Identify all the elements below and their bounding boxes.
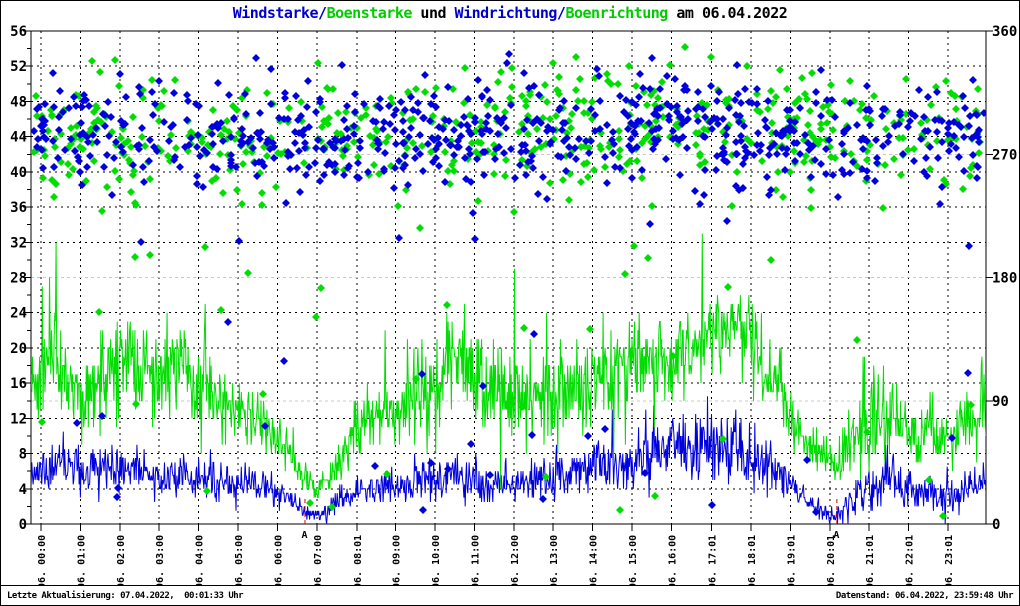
- boenstarke-line: [31, 233, 986, 499]
- y-right-axis-labels: 0 90 180 270 360: [992, 24, 1017, 533]
- boenrichtung-direction-points: [31, 43, 984, 520]
- data-timestamp-text: Datenstand: 06.04.2022, 23:59:48 Uhr: [835, 590, 1014, 601]
- y-left-tick-label: 12: [10, 411, 27, 427]
- y-left-tick-label: 20: [10, 341, 27, 357]
- y-left-tick-label: 48: [10, 94, 27, 110]
- y-left-tick-label: 24: [10, 306, 27, 322]
- y-left-tick-label: 28: [10, 271, 27, 287]
- x-tick-label: 06. 03:00: [155, 535, 166, 587]
- y-left-tick-label: 40: [10, 165, 27, 181]
- y-left-tick-label: 44: [10, 130, 27, 146]
- outage-marker-label: A: [833, 530, 839, 541]
- x-tick-label: 06. 16:00: [667, 535, 678, 587]
- x-tick-label: 06. 21:01: [865, 535, 876, 587]
- x-tick-label: 06. 18:01: [747, 535, 758, 587]
- x-tick-label: 06. 20:01: [826, 535, 837, 587]
- x-tick-label: 06. 23:01: [944, 535, 955, 587]
- wind-chart-plot: 0481216202428323640444852560901802703600…: [10, 24, 1017, 587]
- y-right-tick-label: 360: [992, 24, 1017, 40]
- last-update-text: Letzte Aktualisierung: 07.04.2022, 00:01…: [7, 590, 244, 601]
- y-left-tick-label: 0: [19, 517, 27, 533]
- series-layer: [31, 43, 986, 524]
- x-tick-label: 06. 17:01: [708, 535, 719, 587]
- windstarke-line: [31, 396, 986, 524]
- x-tick-label: 06. 14:00: [589, 535, 600, 587]
- x-tick-label: 06. 00:00: [37, 535, 48, 587]
- title-und-label: und: [411, 4, 455, 22]
- x-tick-label: 06. 12:00: [510, 535, 521, 587]
- y-left-tick-label: 4: [19, 482, 27, 498]
- x-tick-label: 06. 08:01: [353, 535, 364, 587]
- axes: [23, 30, 993, 531]
- x-axis-labels: 06. 00:00 06. 01:00 06. 02:00 06. 03:00 06. …: [37, 535, 955, 587]
- grid-lines: [31, 31, 986, 524]
- footer-bar: Letzte Aktualisierung: 07.04.2022, 00:01…: [1, 585, 1019, 605]
- x-tick-label: 06. 09:00: [392, 535, 403, 587]
- y-right-tick-label: 90: [992, 394, 1009, 410]
- y-right-tick-label: 180: [992, 271, 1017, 287]
- x-tick-label: 06. 02:00: [116, 535, 127, 587]
- x-tick-label: 06. 19:01: [786, 535, 797, 587]
- y-left-tick-label: 56: [10, 24, 27, 40]
- x-tick-label: 06. 01:00: [76, 535, 87, 587]
- x-tick-label: 06. 04:00: [195, 535, 206, 587]
- y-left-tick-label: 16: [10, 376, 27, 392]
- title-boenrichtung-label: Boenrichtung: [565, 4, 668, 22]
- y-left-tick-label: 52: [10, 59, 27, 75]
- title-windstarke-label: Windstarke/: [232, 4, 327, 22]
- chart-title: Windstarke/Boenstarke und Windrichtung/B…: [1, 4, 1019, 22]
- y-left-tick-label: 36: [10, 200, 27, 216]
- y-right-tick-label: 270: [992, 147, 1017, 163]
- title-boenstarke-label: Boenstarke: [326, 4, 413, 22]
- x-tick-label: 06. 05:00: [234, 535, 245, 587]
- x-tick-label: 06. 07:00: [313, 535, 324, 587]
- outage-marker-label: A: [301, 530, 307, 541]
- title-date-label: am 06.04.2022: [667, 4, 788, 22]
- x-tick-label: 06. 22:01: [905, 535, 916, 587]
- x-tick-label: 06. 15:00: [628, 535, 639, 587]
- x-tick-label: 06. 06:00: [273, 535, 284, 587]
- x-tick-label: 06. 13:00: [549, 535, 560, 587]
- y-left-tick-label: 8: [19, 447, 27, 463]
- windrichtung-direction-points: [31, 50, 986, 516]
- y-right-tick-label: 0: [992, 517, 1000, 533]
- y-left-tick-label: 32: [10, 235, 27, 251]
- x-tick-label: 06. 11:00: [470, 535, 481, 587]
- x-tick-label: 06. 10:00: [431, 535, 442, 587]
- title-windrichtung-label: Windrichtung/: [454, 4, 566, 22]
